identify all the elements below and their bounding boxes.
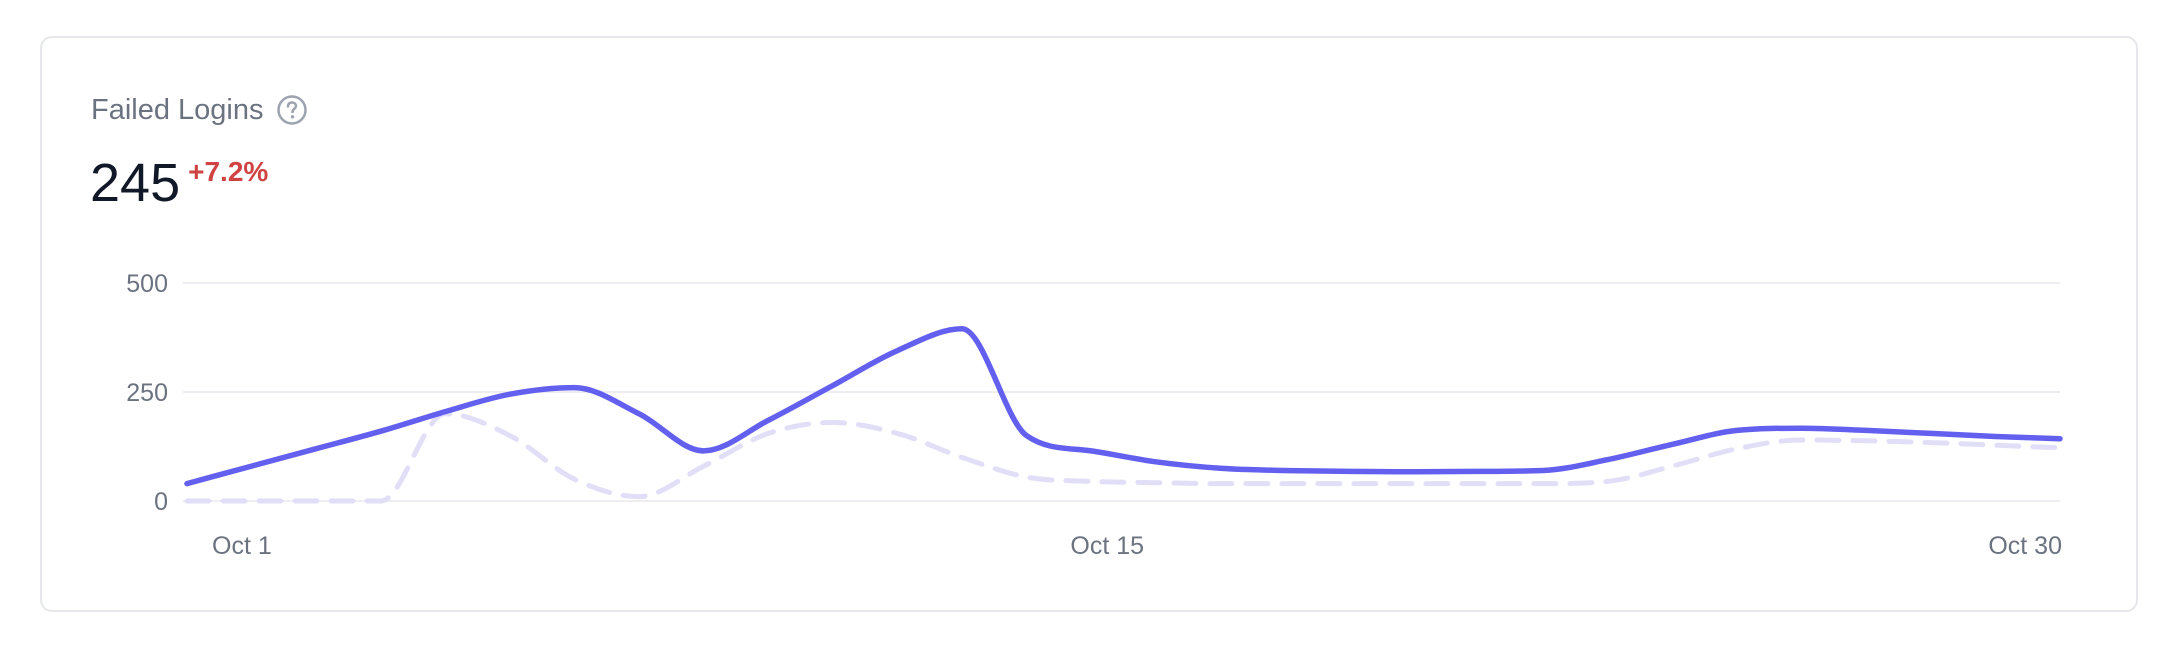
metric-row: 245 +7.2%: [90, 156, 268, 210]
series-line-current: [184, 326, 2063, 487]
y-tick-label-250: 250: [126, 379, 168, 407]
x-tick-label-3: Oct 30: [1988, 532, 2062, 560]
line-chart: 0 250 500 Oct 1 Oct 15 Oct 30: [126, 270, 2063, 560]
metric-change: +7.2%: [188, 156, 269, 187]
failed-logins-card: Failed Logins 245 +7.2% 0 250 500 Oct 1 Oct …: [40, 36, 2138, 612]
card-header: Failed Logins: [91, 94, 308, 126]
metric-value: 245: [90, 153, 181, 213]
series-line-comparison: [184, 411, 2063, 504]
x-tick-label-2: Oct 15: [1070, 532, 1144, 560]
question-circle-icon[interactable]: [276, 94, 308, 126]
y-tick-label-500: 500: [126, 270, 168, 298]
x-tick-label-1: Oct 1: [212, 532, 272, 560]
card-title: Failed Logins: [91, 93, 264, 126]
y-tick-label-0: 0: [154, 488, 168, 516]
